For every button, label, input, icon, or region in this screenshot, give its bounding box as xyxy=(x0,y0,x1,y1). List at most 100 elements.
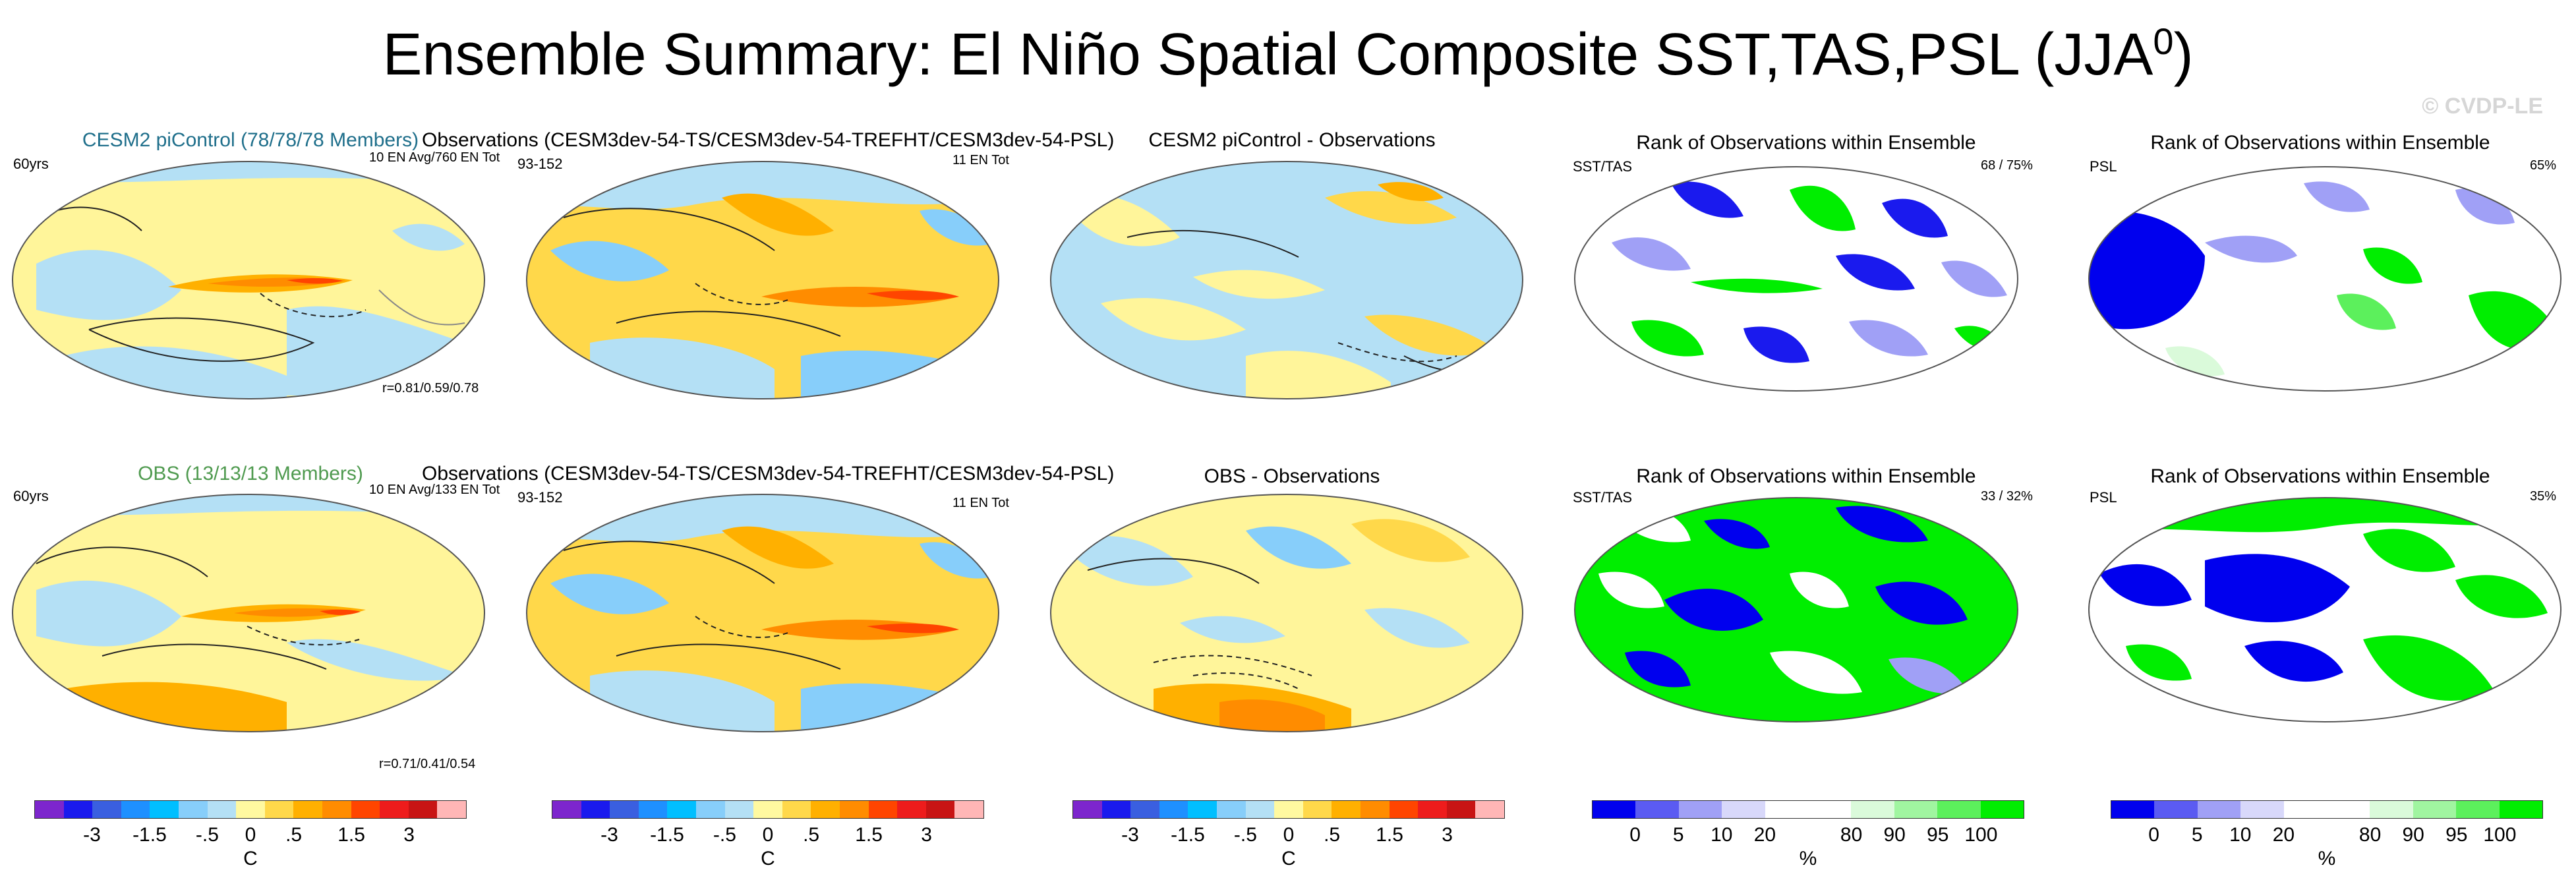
colorbar-swatch xyxy=(1073,801,1102,818)
row1-obs-title: Observations (CESM3dev-54-TS/CESM3dev-54… xyxy=(422,129,1115,151)
row1-obs-years: 93-152 xyxy=(517,156,563,172)
colorbar-swatch xyxy=(2240,801,2284,818)
colorbar-unit: C xyxy=(1281,848,1296,869)
colorbar-swatch xyxy=(236,801,265,818)
row2-en-info: 10 EN Avg/133 EN Tot xyxy=(369,483,500,497)
row1-diff-map xyxy=(1050,161,1523,399)
colorbar-swatch xyxy=(1808,801,1852,818)
colorbar-swatch xyxy=(925,801,955,818)
row2-rank1-label: SST/TAS xyxy=(1573,489,1633,506)
colorbar-swatch xyxy=(35,801,64,818)
colorbar-unit: C xyxy=(243,848,258,869)
colorbar-swatch xyxy=(724,801,754,818)
row1-en-info: 10 EN Avg/760 EN Tot xyxy=(369,150,500,165)
colorbar-diverging-1 xyxy=(34,800,467,819)
colorbar-tick: 3 xyxy=(921,824,932,846)
colorbar-swatch xyxy=(2154,801,2198,818)
row1-rank-sst-map xyxy=(1574,166,2018,392)
colorbar-tick: 90 xyxy=(2402,824,2424,846)
colorbar-tick: -1.5 xyxy=(132,824,167,846)
row1-rank-psl-map xyxy=(2088,166,2561,392)
row1-diff-title: CESM2 piControl - Observations xyxy=(1148,129,1436,151)
colorbar-diverging-3 xyxy=(1072,800,1505,819)
colorbar-swatch xyxy=(2499,801,2543,818)
colorbar-swatch xyxy=(1332,801,1361,818)
colorbar-tick: 95 xyxy=(2445,824,2468,846)
colorbar-tick: -.5 xyxy=(713,824,736,846)
colorbar-tick: .5 xyxy=(1324,824,1341,846)
colorbar-swatch xyxy=(380,801,409,818)
row2-obs-years: 93-152 xyxy=(517,489,563,506)
colorbar-tick: 95 xyxy=(1927,824,1949,846)
colorbar-unit: % xyxy=(1799,848,1817,869)
row2-diff-title: OBS - Observations xyxy=(1204,465,1380,487)
colorbar-swatch xyxy=(782,801,811,818)
colorbar-swatch xyxy=(1159,801,1188,818)
colorbar-swatch xyxy=(667,801,696,818)
colorbar-tick: 1.5 xyxy=(337,824,365,846)
row1-rank2-title: Rank of Observations within Ensemble xyxy=(2150,132,2490,154)
row1-rank1-title: Rank of Observations within Ensemble xyxy=(1636,132,1976,154)
row2-rank1-pct: 33 / 32% xyxy=(1981,489,2033,504)
colorbar-tick: 0 xyxy=(2148,824,2159,846)
row2-rank-psl-map xyxy=(2088,497,2561,722)
row2-obs-title: Observations (CESM3dev-54-TS/CESM3dev-54… xyxy=(422,463,1115,485)
colorbar-swatch xyxy=(954,801,983,818)
title-end: ) xyxy=(2173,22,2194,88)
row1-rank1-pct: 68 / 75% xyxy=(1981,158,2033,173)
row1-rank2-pct: 65% xyxy=(2530,158,2557,173)
colorbar-tick: 10 xyxy=(2229,824,2252,846)
colorbar-swatch xyxy=(1274,801,1303,818)
colorbar-swatch xyxy=(753,801,782,818)
colorbar-swatch xyxy=(1101,801,1131,818)
colorbar-tick: .5 xyxy=(285,824,303,846)
colorbar-tick: -1.5 xyxy=(650,824,684,846)
colorbar-swatch xyxy=(638,801,668,818)
row2-model-composite-map xyxy=(12,494,485,732)
colorbar-swatch xyxy=(1360,801,1390,818)
colorbar-swatch xyxy=(1188,801,1217,818)
colorbar-swatch xyxy=(322,801,351,818)
colorbar-swatch xyxy=(178,801,208,818)
colorbar-swatch xyxy=(2111,801,2155,818)
colorbar-swatch xyxy=(897,801,926,818)
colorbar-swatch xyxy=(1851,801,1894,818)
copyright-watermark: © CVDP-LE xyxy=(2422,94,2543,119)
row1-model-title: CESM2 piControl (78/78/78 Members) xyxy=(82,129,419,151)
row1-obs-composite-map xyxy=(526,161,999,399)
colorbar-swatch xyxy=(610,801,639,818)
colorbar-diverging-2 xyxy=(552,800,984,819)
colorbar-tick: 5 xyxy=(1672,824,1684,846)
colorbar-rank-1 xyxy=(1592,800,2024,819)
row2-rank2-pct: 35% xyxy=(2530,489,2557,504)
colorbar-unit: % xyxy=(2318,848,2336,869)
row2-obs-info: 11 EN Tot xyxy=(952,496,1009,510)
row2-correlation: r=0.71/0.41/0.54 xyxy=(379,757,476,771)
colorbar-swatch xyxy=(1303,801,1332,818)
colorbar-tick: 1.5 xyxy=(855,824,883,846)
colorbar-tick: 100 xyxy=(1964,824,1998,846)
colorbar-swatch xyxy=(2327,801,2370,818)
row1-years-label: 60yrs xyxy=(13,156,49,172)
colorbar-tick: 20 xyxy=(1753,824,1776,846)
title-superscript: 0 xyxy=(2153,20,2174,62)
colorbar-swatch xyxy=(1678,801,1722,818)
colorbar-swatch xyxy=(2283,801,2327,818)
colorbar-swatch xyxy=(437,801,466,818)
colorbar-tick: -1.5 xyxy=(1171,824,1205,846)
colorbar-swatch xyxy=(1418,801,1447,818)
colorbar-swatch xyxy=(695,801,725,818)
colorbar-tick: .5 xyxy=(803,824,820,846)
colorbar-tick: 0 xyxy=(1283,824,1295,846)
title-text: Ensemble Summary: El Niño Spatial Compos… xyxy=(382,22,2153,88)
colorbar-swatch xyxy=(1475,801,1504,818)
colorbar-swatch xyxy=(1635,801,1679,818)
colorbar-swatch xyxy=(2413,801,2457,818)
colorbar-tick: -3 xyxy=(83,824,101,846)
colorbar-swatch xyxy=(1446,801,1476,818)
colorbar-swatch xyxy=(868,801,898,818)
colorbar-tick: 80 xyxy=(1840,824,1863,846)
colorbar-swatch xyxy=(2370,801,2413,818)
colorbar-tick: 0 xyxy=(762,824,774,846)
colorbar-swatch xyxy=(1389,801,1419,818)
